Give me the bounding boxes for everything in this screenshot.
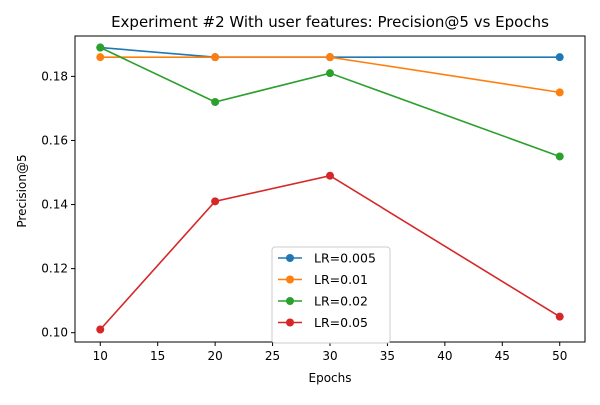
x-tick-label: 40 [437, 349, 452, 363]
data-point-series-4 [96, 325, 105, 334]
legend-swatch-marker [286, 254, 294, 262]
data-point-series-3 [326, 69, 334, 78]
y-tick-label: 0.10 [41, 326, 68, 340]
y-tick-label: 0.14 [41, 198, 68, 212]
series-line-3 [99, 46, 561, 158]
data-point-series-2 [326, 53, 334, 62]
x-tick-label: 10 [93, 349, 108, 363]
x-tick-label: 35 [380, 349, 395, 363]
x-tick-label: 25 [265, 349, 280, 363]
data-point-series-3 [96, 43, 105, 52]
x-axis-label: Epochs [309, 371, 352, 385]
x-tick-label: 15 [150, 349, 165, 363]
data-point-series-4 [555, 312, 564, 321]
x-tick-label: 30 [322, 349, 337, 363]
data-point-series-2 [96, 53, 105, 62]
data-point-series-3 [555, 152, 564, 161]
chart-title: Experiment #2 With user features: Precis… [111, 13, 549, 31]
series-line-2 [100, 56, 560, 94]
x-tick-label: 45 [495, 349, 510, 363]
data-point-series-3 [211, 98, 220, 107]
plot-area: 10 15 20 25 30 35 40 45 50 0.10 0.12 0.14 0.16 0.18 [41, 35, 586, 363]
data-point-series-2 [555, 88, 564, 97]
data-point-series-4 [211, 197, 220, 206]
data-point-series-1 [555, 53, 564, 62]
legend-label: LR=0.02 [314, 294, 368, 309]
legend-label: LR=0.005 [314, 251, 376, 266]
series-line-4 [99, 174, 561, 331]
y-tick-label: 0.18 [41, 69, 68, 83]
legend-label: LR=0.01 [314, 272, 368, 287]
legend-swatch-marker [286, 275, 294, 284]
legend-label: LR=0.05 [314, 315, 368, 330]
x-tick-label: 20 [207, 349, 222, 363]
y-tick-label: 0.16 [41, 133, 68, 147]
legend-swatch-marker [286, 297, 294, 305]
legend: LR=0.005 LR=0.01 LR=0.02 LR=0.05 [271, 246, 391, 344]
y-tick-label: 0.12 [41, 262, 68, 276]
x-tick-label: 50 [552, 349, 567, 363]
data-point-series-4 [326, 171, 334, 180]
legend-box [271, 246, 391, 344]
data-point-series-2 [211, 53, 220, 62]
legend-swatch-marker [286, 318, 294, 327]
y-axis-label: Precision@5 [15, 154, 29, 227]
